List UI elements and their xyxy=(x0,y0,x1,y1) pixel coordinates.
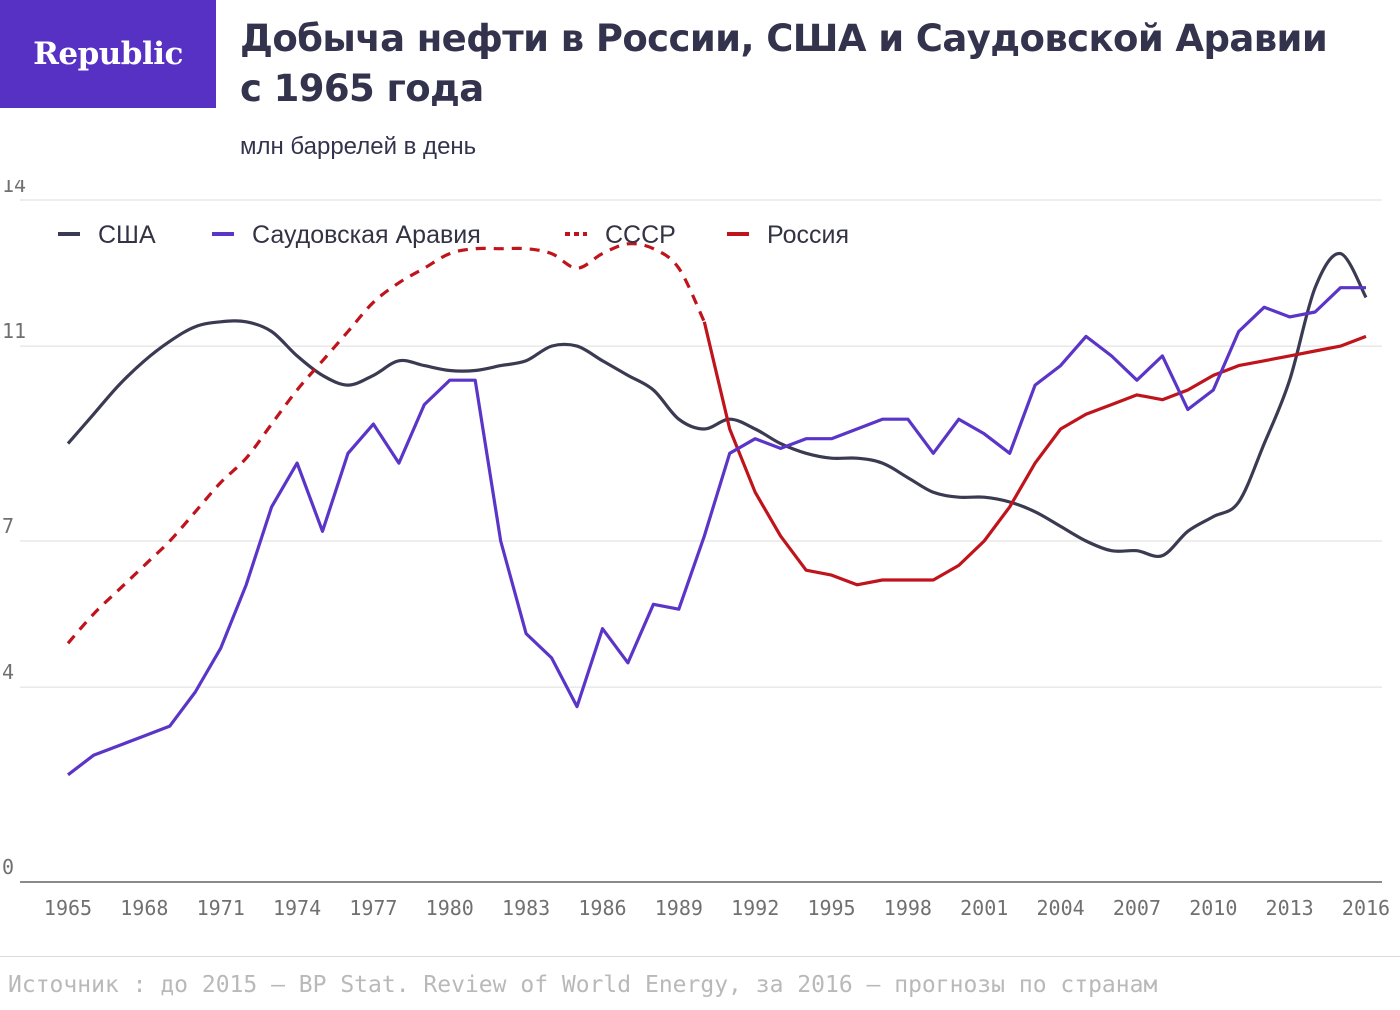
legend-label-4: Россия xyxy=(767,221,849,249)
legend-item-4: Россия xyxy=(727,221,849,249)
x-tick-label-2010: 2010 xyxy=(1189,896,1237,920)
legend-label-3: СССР xyxy=(605,221,676,249)
x-tick-label-2004: 2004 xyxy=(1037,896,1085,920)
y-tick-label-11: 11 xyxy=(2,319,26,343)
x-tick-label-1968: 1968 xyxy=(120,896,168,920)
y-tick-label-14: 14 xyxy=(2,180,26,197)
chart-subtitle: млн баррелей в день xyxy=(240,133,477,160)
x-tick-label-1977: 1977 xyxy=(349,896,397,920)
series-line-1 xyxy=(66,251,1368,558)
series-line-3 xyxy=(66,242,706,645)
legend-item-3: СССР xyxy=(565,221,676,249)
y-axis: 0 4 7 11 14 xyxy=(2,180,26,879)
x-tick-label-1986: 1986 xyxy=(578,896,626,920)
x-tick-label-1965: 1965 xyxy=(44,896,92,920)
series-line-4 xyxy=(702,321,1367,587)
y-tick-label-4: 4 xyxy=(2,660,14,684)
legend-label-1: США xyxy=(98,221,156,249)
x-tick-label-1974: 1974 xyxy=(273,896,321,920)
source-note: Источник : до 2015 – BP Stat. Review of … xyxy=(8,972,1158,998)
x-tick-label-1998: 1998 xyxy=(884,896,932,920)
legend-label-2: Саудовская Аравия xyxy=(252,221,481,249)
x-tick-label-1983: 1983 xyxy=(502,896,550,920)
y-tick-label-7: 7 xyxy=(2,514,14,538)
x-tick-label-1995: 1995 xyxy=(807,896,855,920)
x-axis: 1965 1968 1971 1974 1977 1980 1983 1986 1989 1992… xyxy=(44,896,1390,920)
series-lines xyxy=(66,242,1368,777)
x-tick-label-1971: 1971 xyxy=(197,896,245,920)
chart-title: Добыча нефти в России, США и Саудовской … xyxy=(240,17,1328,110)
legend-item-2: Саудовская Аравия xyxy=(212,221,481,249)
footer-divider xyxy=(0,956,1400,957)
x-tick-label-2001: 2001 xyxy=(960,896,1008,920)
republic-logo[interactable]: Republic xyxy=(0,0,216,108)
x-tick-label-2016: 2016 xyxy=(1342,896,1390,920)
x-tick-label-1980: 1980 xyxy=(426,896,474,920)
x-tick-label-1989: 1989 xyxy=(655,896,703,920)
legend: США Саудовская Аравия СССР Россия xyxy=(58,221,849,249)
x-tick-label-2013: 2013 xyxy=(1266,896,1314,920)
oil-production-chart: 0 4 7 11 14 1965 1968 1971 1974 1977 1980 1983 1986… xyxy=(2,180,1390,920)
x-tick-label-2007: 2007 xyxy=(1113,896,1161,920)
series-line-2 xyxy=(67,286,1366,777)
y-tick-label-0: 0 xyxy=(2,855,14,879)
legend-item-1: США xyxy=(58,221,156,249)
x-tick-label-1992: 1992 xyxy=(731,896,779,920)
